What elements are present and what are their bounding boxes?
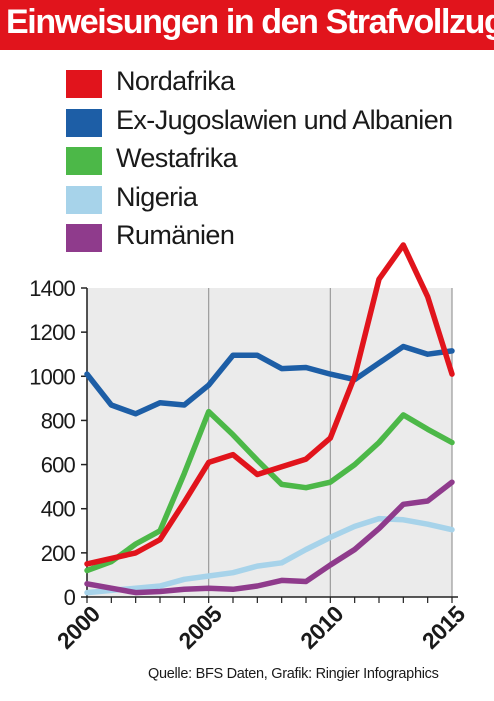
y-tick-label-0: 0 bbox=[64, 585, 76, 610]
x-tick-label-2010: 2010 bbox=[295, 601, 348, 654]
legend-item-ex-jugoslawien: Ex-Jugoslawien und Albanien bbox=[66, 105, 486, 144]
legend-label-ex-jugoslawien: Ex-Jugoslawien und Albanien bbox=[116, 104, 453, 135]
legend-swatch-nordafrika bbox=[66, 70, 102, 98]
y-tick-label-1400: 1400 bbox=[29, 276, 75, 301]
y-tick-label-400: 400 bbox=[41, 497, 76, 522]
series-line-ex-jugoslawien-und-albanien bbox=[84, 343, 455, 417]
x-tick-label-2015: 2015 bbox=[417, 600, 471, 654]
x-tick-label-2000: 2000 bbox=[52, 601, 105, 654]
legend-swatch-ex-jugoslawien bbox=[66, 108, 102, 137]
legend-label-westafrika: Westafrika bbox=[116, 143, 238, 173]
legend-item-nordafrika: Nordafrika bbox=[66, 66, 486, 105]
source-note: Quelle: BFS Daten, Grafik: Ringier Infog… bbox=[148, 666, 439, 682]
legend-label-nordafrika: Nordafrika bbox=[116, 66, 235, 96]
legend-swatch-westafrika bbox=[66, 147, 102, 175]
y-tick-label-200: 200 bbox=[41, 541, 76, 566]
y-tick-label-600: 600 bbox=[41, 453, 76, 478]
legend-swatch-rumaenien bbox=[66, 224, 102, 252]
legend-swatch-nigeria bbox=[66, 185, 102, 214]
y-tick-label-1000: 1000 bbox=[29, 364, 75, 389]
title-bar: Einweisungen in den Strafvollzug bbox=[0, 0, 494, 50]
y-tick-label-1200: 1200 bbox=[29, 320, 75, 345]
x-tick-label-2005: 2005 bbox=[173, 600, 227, 654]
legend-item-westafrika: Westafrika bbox=[66, 143, 486, 182]
legend-label-rumaenien: Rumänien bbox=[116, 220, 235, 250]
chart-legend: Nordafrika Ex-Jugoslawien und Albanien W… bbox=[66, 66, 486, 259]
legend-label-nigeria: Nigeria bbox=[116, 181, 198, 212]
legend-item-rumaenien: Rumänien bbox=[66, 220, 486, 259]
chart-title: Einweisungen in den Strafvollzug bbox=[6, 3, 494, 41]
y-tick-label-800: 800 bbox=[41, 408, 76, 433]
series-line-nordafrika bbox=[84, 242, 455, 567]
legend-item-nigeria: Nigeria bbox=[66, 182, 486, 221]
series-line-rum-nien bbox=[84, 479, 455, 596]
